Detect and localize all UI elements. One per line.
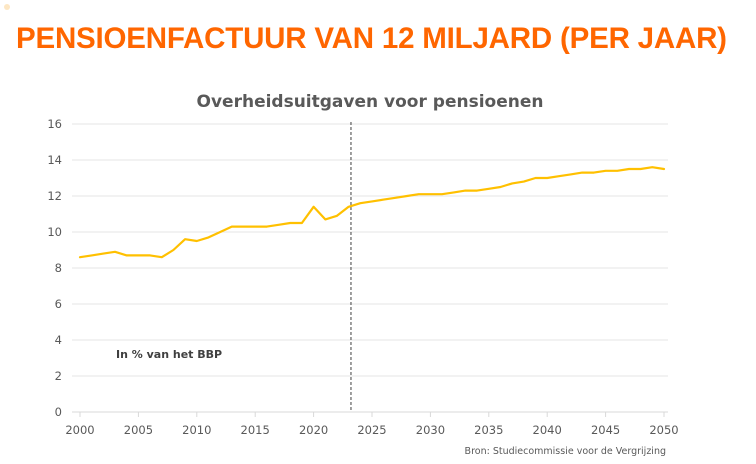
x-tick-label: 2030: [416, 423, 445, 437]
y-axis: 0 2 4 6 8 10 12 14 16: [47, 117, 62, 419]
x-axis: 2000 2005 2010 2015 2020 2025 2030 2035 2040 2045…: [65, 412, 679, 437]
decorative-dot: [4, 4, 10, 10]
x-tick-label: 2045: [591, 423, 620, 437]
x-tick-label: 2000: [65, 423, 94, 437]
x-tick-label: 2010: [182, 423, 211, 437]
y-tick-label: 6: [55, 297, 62, 311]
x-tick-label: 2025: [357, 423, 386, 437]
gridlines: [72, 123, 668, 413]
x-tick-label: 2005: [124, 423, 153, 437]
y-tick-label: 8: [55, 261, 62, 275]
y-tick-label: 10: [47, 225, 62, 239]
source-note: Bron: Studiecommissie voor de Vergrijzin…: [465, 446, 666, 457]
y-tick-label: 16: [47, 117, 62, 131]
y-tick-label: 14: [47, 153, 62, 167]
x-tick-label: 2015: [241, 423, 270, 437]
y-tick-label: 0: [55, 405, 62, 419]
x-tick-label: 2050: [649, 423, 678, 437]
x-tick-label: 2035: [474, 423, 503, 437]
series-line: [78, 166, 666, 259]
y-tick-label: 4: [55, 333, 62, 347]
unit-annotation: In % van het BBP: [116, 348, 222, 361]
x-tick-label: 2020: [299, 423, 328, 437]
chart-title: Overheidsuitgaven voor pensioenen: [197, 92, 544, 112]
x-tick-label: 2040: [533, 423, 562, 437]
y-tick-label: 12: [47, 189, 62, 203]
y-tick-label: 2: [55, 369, 62, 383]
slide-title: PENSIOENFACTUUR VAN 12 MILJARD (PER JAAR…: [16, 22, 727, 55]
series-group: [78, 166, 666, 259]
